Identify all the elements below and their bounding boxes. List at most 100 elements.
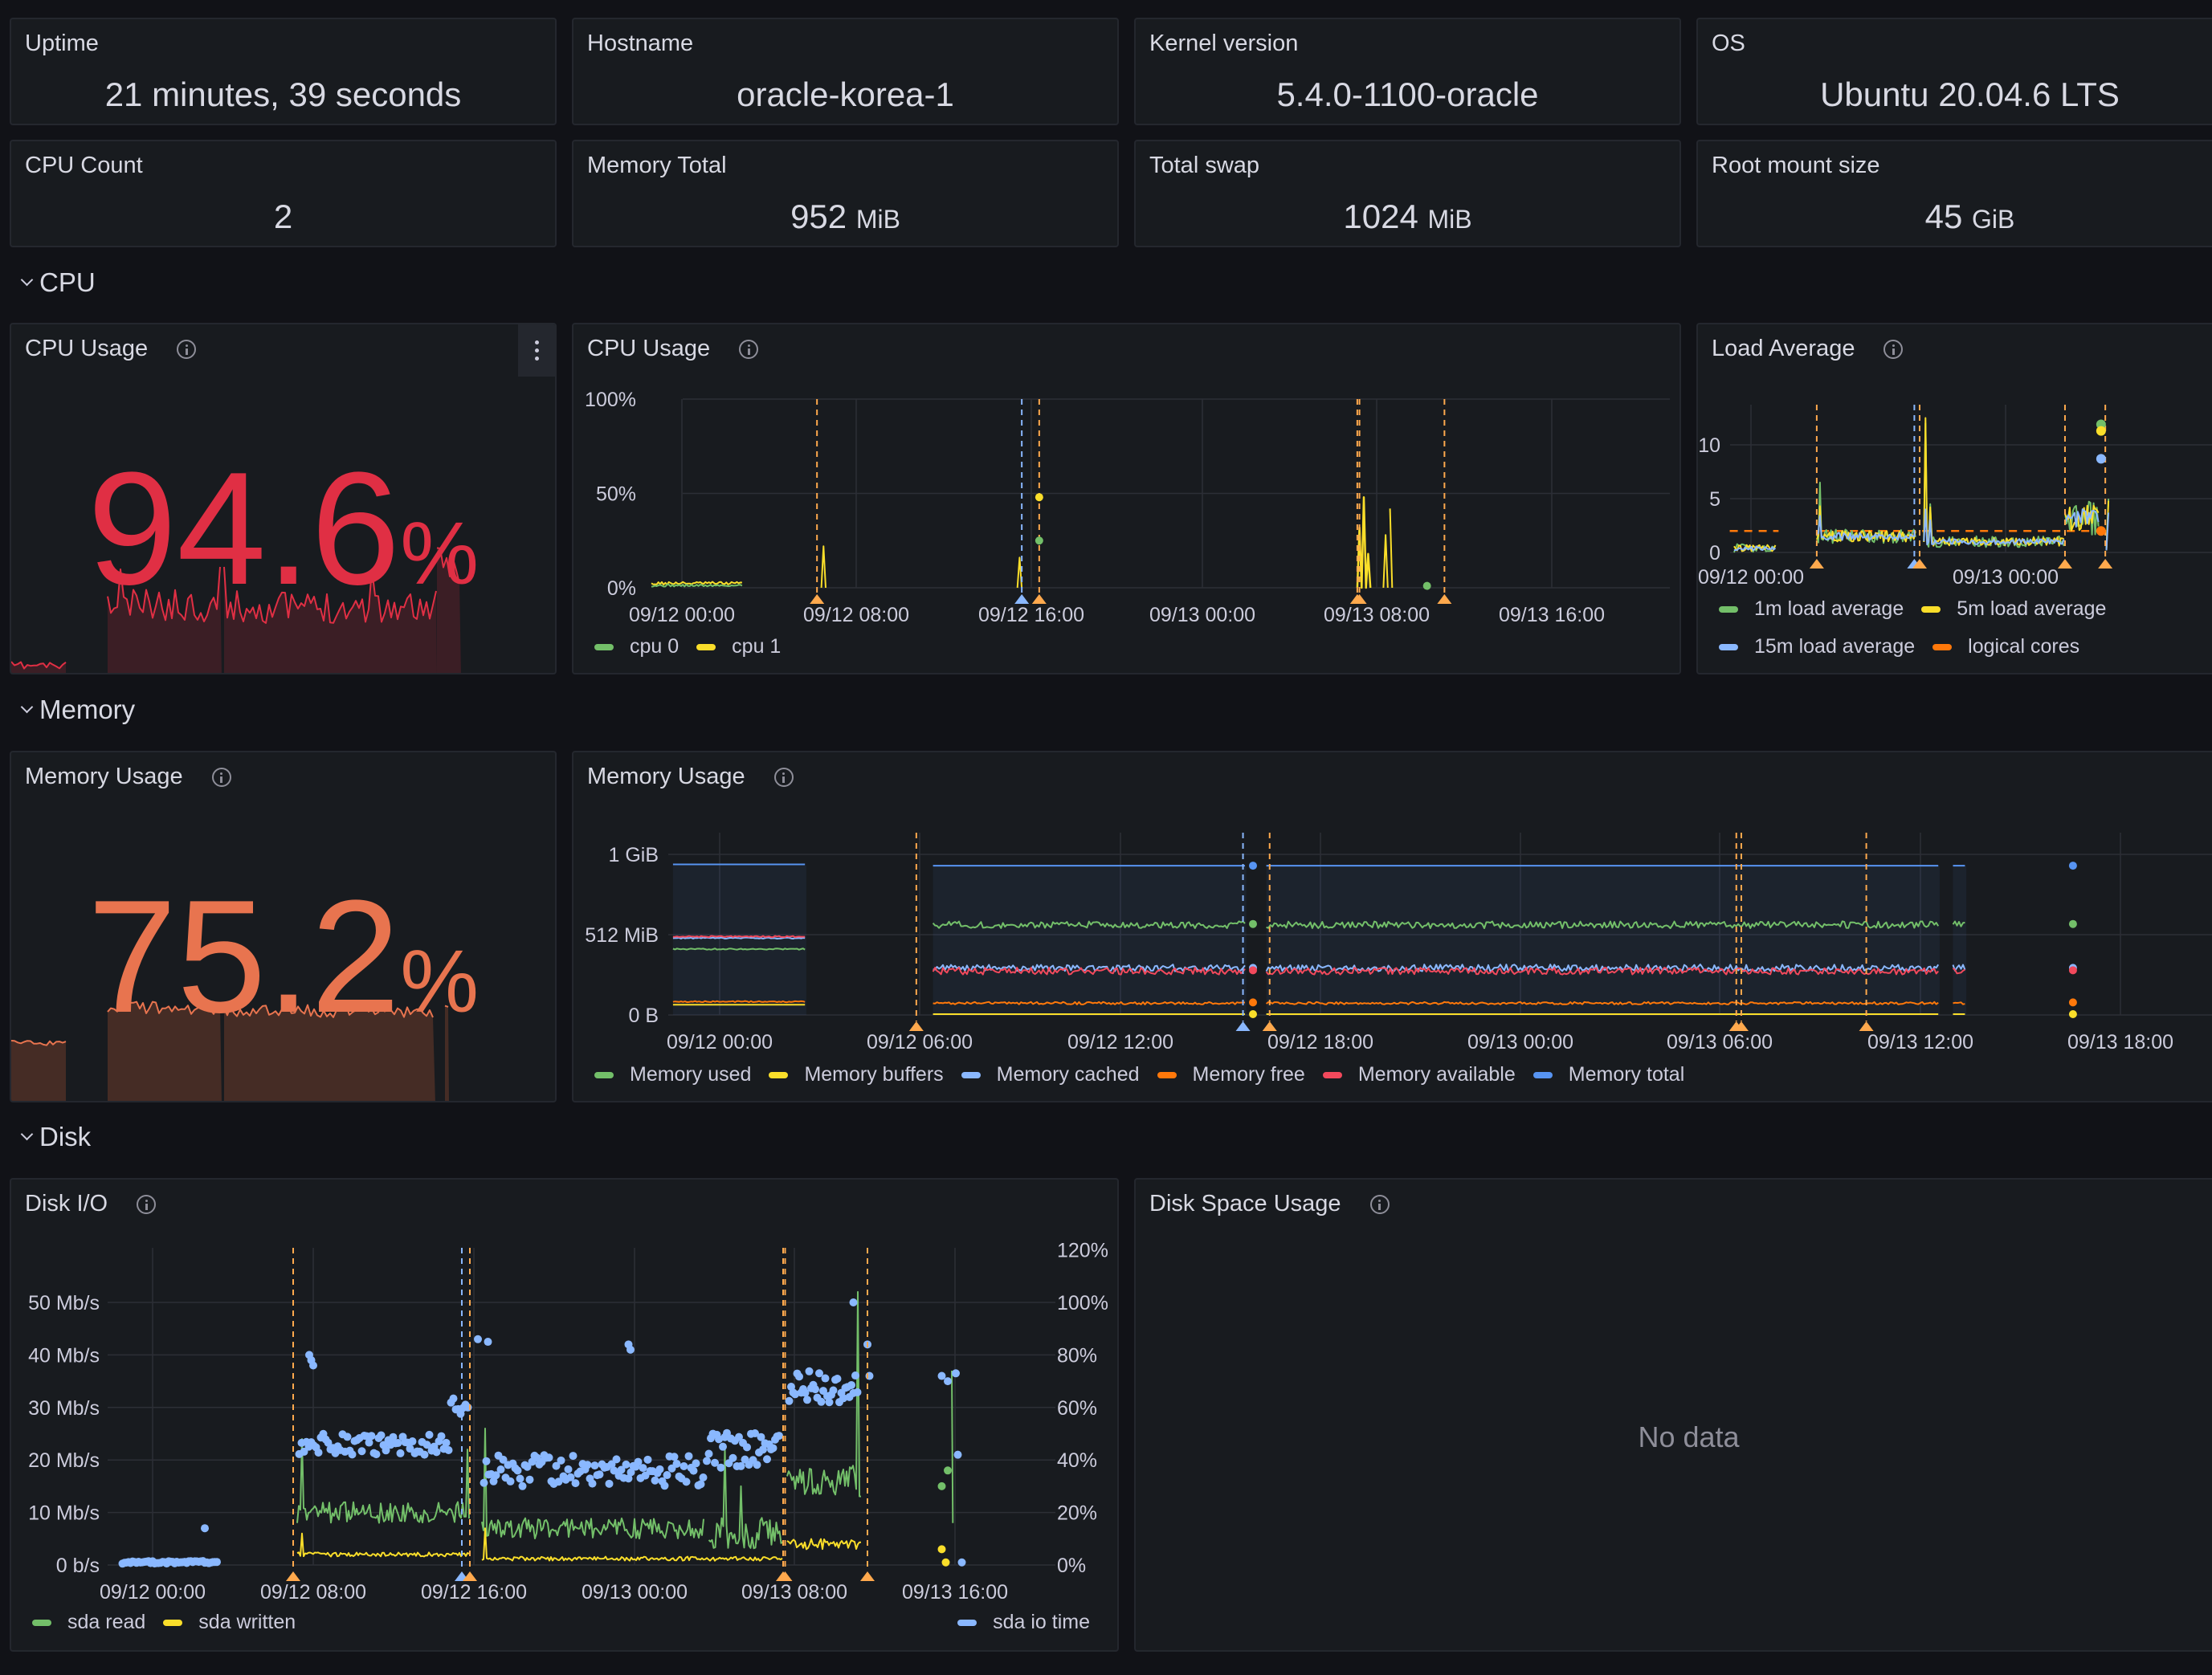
section-header-cpu[interactable]: CPU	[20, 267, 96, 298]
stat-panel-uptime[interactable]: Uptime 21 minutes, 39 seconds	[10, 18, 557, 125]
legend-item[interactable]: sda read	[32, 1611, 145, 1634]
stat-panel-hostname[interactable]: Hostname oracle-korea-1	[572, 18, 1119, 125]
load-average-panel[interactable]: Load Average 0 5 10 09/12 00:00 09/13 00:00 …	[1696, 323, 2212, 674]
memory-usage-stat-panel[interactable]: Memory Usage 75.2%	[10, 751, 557, 1102]
sparkline-line	[107, 1001, 221, 1015]
legend-swatch	[696, 643, 716, 650]
y-tick-label: 5	[1709, 488, 1720, 511]
cpu-usage-timeseries-panel[interactable]: CPU Usage 0% 50% 100% 09/12 00:00 09/12 08:0…	[572, 323, 1681, 674]
series-point-sda-io-time	[723, 1428, 731, 1437]
panel-menu-button[interactable]	[518, 324, 555, 377]
x-tick-label: 09/13 00:00	[1467, 1031, 1573, 1053]
series-point-sda-io-time	[953, 1450, 962, 1459]
dot	[534, 340, 539, 344]
info-icon[interactable]	[1883, 339, 1904, 359]
series-point-sda-io-time	[851, 1371, 859, 1380]
cpu-usage-stat-panel[interactable]: CPU Usage 94.6%	[10, 323, 557, 674]
stat-value: oracle-korea-1	[737, 75, 954, 113]
x-tick-label: 09/12 12:00	[1067, 1031, 1173, 1053]
chevron-down-icon	[20, 1127, 34, 1140]
series-point-sda-io-time	[492, 1471, 500, 1480]
series-point-sda-io-time	[737, 1461, 745, 1470]
info-icon[interactable]	[177, 339, 197, 359]
disk-io-chart[interactable]: 0 b/s 10 Mb/s 20 Mb/s 30 Mb/s 40 Mb/s 50 Mb/s…	[11, 1180, 1119, 1652]
series-point-sda-io-time	[309, 1361, 317, 1370]
load-average-chart[interactable]: 0 5 10 09/12 00:00 09/13 00:00	[1698, 324, 2212, 674]
stat-panel-os[interactable]: OS Ubuntu 20.04.6 LTS	[1696, 18, 2212, 125]
sparkline-area	[11, 1041, 66, 1101]
series-line-memory-used	[932, 920, 1246, 929]
disk-io-panel[interactable]: Disk I/O 0 b/s 10 Mb/s 20 Mb/s 30 Mb/s 40 Mb…	[10, 1178, 1119, 1652]
legend-item[interactable]: sda io time	[957, 1611, 1090, 1634]
legend-item[interactable]: Memory available	[1322, 1063, 1516, 1086]
info-icon[interactable]	[739, 339, 759, 359]
panel-title: Disk Space Usage	[1149, 1191, 1390, 1217]
legend-item[interactable]: Memory buffers	[769, 1063, 944, 1086]
series-point-sda-io-time	[791, 1390, 799, 1399]
legend-item[interactable]: logical cores	[1932, 635, 2079, 658]
chevron-down-icon	[20, 273, 34, 286]
stat-panel-kernel-version[interactable]: Kernel version 5.4.0-1100-oracle	[1134, 18, 1681, 125]
series-point-sda-io-time	[735, 1433, 743, 1441]
y-tick-label-right: 120%	[1057, 1240, 1108, 1262]
series-line-memory-free	[672, 1000, 806, 1004]
legend-item[interactable]: 5m load average	[1921, 597, 2106, 621]
stat-number: 75.2	[87, 867, 401, 1046]
legend-swatch	[32, 1619, 51, 1626]
legend-item[interactable]: 1m load average	[1719, 597, 1904, 621]
dot	[534, 357, 539, 361]
series-point-sda-io-time	[795, 1372, 803, 1381]
legend-item[interactable]: Memory total	[1532, 1063, 1684, 1086]
series-line-cpu-1-spike	[820, 545, 826, 589]
stat-value: 45 GiB	[1698, 198, 2212, 236]
sparkline-line	[107, 566, 221, 622]
series-point-sda-io-time	[715, 1435, 723, 1444]
info-icon[interactable]	[1369, 1194, 1390, 1214]
info-icon[interactable]	[773, 767, 794, 787]
annotation-marker	[777, 1571, 793, 1581]
legend-item[interactable]: 15m load average	[1719, 635, 1915, 658]
series-area	[672, 866, 806, 1015]
stat-panel-root-mount-size[interactable]: Root mount size 45 GiB	[1696, 140, 2212, 247]
stat-panel-cpu-count[interactable]: CPU Count 2	[10, 140, 557, 247]
disk-space-usage-panel[interactable]: Disk Space Usage No data	[1134, 1178, 2212, 1652]
series-point-sda-io-time	[569, 1452, 577, 1461]
series-line-memory-free	[1265, 1001, 1939, 1005]
stat-panel-memory-total[interactable]: Memory Total 952 MiB	[572, 140, 1119, 247]
series-line	[1733, 545, 1777, 552]
stat-value: 5.4.0-1100-oracle	[1276, 75, 1539, 113]
legend-item[interactable]: Memory free	[1157, 1063, 1305, 1086]
info-icon[interactable]	[137, 1194, 157, 1214]
series-point-sda-io-time	[314, 1448, 323, 1457]
stat-number: 952	[790, 198, 847, 235]
legend-item[interactable]: sda written	[163, 1611, 296, 1634]
series-point	[2068, 998, 2077, 1007]
legend-label: Memory free	[1192, 1063, 1305, 1086]
series-point-sda-io-time	[775, 1432, 783, 1441]
info-icon[interactable]	[211, 767, 231, 787]
section-header-memory[interactable]: Memory	[20, 695, 135, 725]
cpu-usage-chart[interactable]: 0% 50% 100% 09/12 00:00 09/12 08:00 09/12 16:…	[573, 324, 1681, 674]
memory-usage-chart[interactable]: 0 B 512 MiB 1 GiB 09/12 00:00 09/12 06:00 09/…	[573, 752, 2212, 1102]
x-tick-label: 09/13 00:00	[1149, 604, 1255, 626]
legend-item[interactable]: Memory used	[594, 1063, 751, 1086]
series-point-sda-io-time	[566, 1473, 575, 1481]
series-point-sda-io-time	[682, 1477, 691, 1486]
series-point-sda-io-time	[821, 1374, 830, 1383]
series-line	[1923, 417, 2064, 547]
annotation-marker	[463, 1571, 477, 1581]
memory-usage-timeseries-panel[interactable]: Memory Usage 0 B 512 MiB 1 GiB 09/12 00:00 0…	[572, 751, 2212, 1102]
stat-panel-total-swap[interactable]: Total swap 1024 MiB	[1134, 140, 1681, 247]
legend-label: 15m load average	[1754, 635, 1916, 658]
stat-value: 1024 MiB	[1136, 198, 1679, 236]
panel-title-text: Disk Space Usage	[1149, 1191, 1341, 1217]
legend-item[interactable]: Memory cached	[961, 1063, 1140, 1086]
legend-item[interactable]: cpu 0	[594, 635, 679, 658]
sparkline-line	[436, 547, 460, 584]
panel-title-text: CPU Usage	[587, 336, 711, 361]
chevron-down-icon	[20, 700, 34, 713]
series-point-sda-io-time	[833, 1375, 842, 1384]
section-header-disk[interactable]: Disk	[20, 1122, 91, 1152]
annotation-marker	[286, 1571, 300, 1581]
legend-item[interactable]: cpu 1	[696, 635, 781, 658]
